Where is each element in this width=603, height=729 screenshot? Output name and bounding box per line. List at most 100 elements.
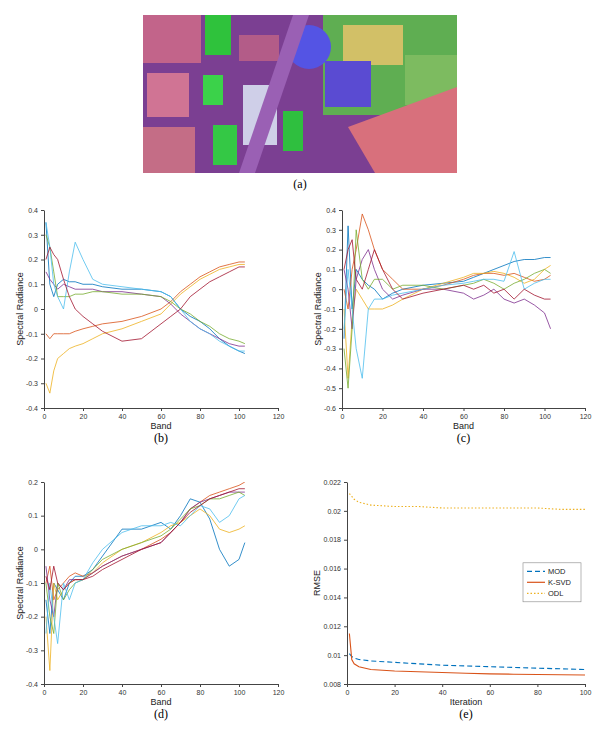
y-tick-mark (41, 210, 44, 211)
caption: (c) (457, 431, 470, 445)
x-tick-label: 100 (234, 689, 246, 696)
legend: MODK-SVDODL (523, 563, 581, 602)
figure: (a)020406080100120-0.4-0.3-0.2-0.100.10.… (0, 0, 603, 729)
y-tick-label: -0.3 (26, 380, 38, 387)
x-tick: 100 (539, 408, 551, 420)
x-tick-mark (83, 684, 84, 687)
image-region (343, 25, 403, 65)
x-tick: 0 (346, 684, 350, 696)
image-region (239, 35, 279, 61)
y-tick: -0.4 (26, 681, 44, 688)
y-tick-label: -0.5 (324, 385, 336, 392)
y-tick-mark (41, 309, 44, 310)
series-line (349, 494, 585, 510)
x-tick-mark (278, 408, 279, 411)
y-tick: 0.1 (326, 266, 342, 273)
x-tick-label: 120 (580, 413, 592, 420)
y-tick-label: -0.1 (26, 330, 38, 337)
x-tick: 100 (580, 684, 592, 696)
y-tick-label: -0.3 (324, 345, 336, 352)
y-tick-mark (41, 408, 44, 409)
x-tick-mark (504, 408, 505, 411)
x-tick-label: 80 (534, 689, 542, 696)
x-tick: 20 (391, 684, 399, 696)
x-tick-mark (200, 408, 201, 411)
chart-panel: 0204060801000.0080.010.0120.0140.0160.01… (312, 479, 591, 721)
y-tick-label: -0.1 (324, 306, 336, 313)
x-axis: 020406080100 (346, 684, 592, 696)
chart-panel: 020406080100120-0.4-0.3-0.2-0.100.10.2Ba… (15, 479, 285, 721)
y-tick-label: -0.4 (26, 405, 38, 412)
x-axis-title: Band (150, 421, 171, 431)
x-tick-label: 80 (197, 689, 205, 696)
y-tick-mark (339, 309, 342, 310)
y-axis-title: Spectral Radiance (15, 546, 25, 620)
x-tick-mark (83, 408, 84, 411)
x-tick-label: 80 (501, 413, 509, 420)
x-axis: 020406080100120 (43, 684, 285, 696)
x-axis: 020406080100120 (341, 408, 592, 420)
y-tick-mark (344, 597, 347, 598)
x-tick-mark (490, 684, 491, 687)
series-line (46, 262, 245, 339)
x-axis-line (348, 684, 586, 685)
y-tick-mark (339, 230, 342, 231)
y-tick-mark (41, 482, 44, 483)
legend-label: K-SVD (548, 578, 572, 587)
y-tick: 0.4 (326, 207, 342, 214)
x-tick-mark (585, 408, 586, 411)
x-tick: 20 (80, 684, 88, 696)
y-tick-label: 0 (34, 306, 38, 313)
x-tick-mark (161, 408, 162, 411)
series-line (344, 214, 551, 309)
legend-label: ODL (548, 589, 563, 598)
y-tick: 0.012 (323, 623, 347, 630)
y-tick-label: 0.014 (323, 594, 341, 601)
y-tick: -0.3 (324, 345, 342, 352)
y-tick: -0.6 (324, 405, 342, 412)
y-tick-label: -0.4 (26, 681, 38, 688)
series-line (46, 489, 245, 590)
x-tick: 40 (119, 408, 127, 420)
y-tick-mark (339, 250, 342, 251)
plot-area (46, 222, 245, 393)
y-tick-mark (344, 569, 347, 570)
caption: (b) (154, 431, 168, 445)
x-tick-label: 120 (273, 689, 285, 696)
plot-area (46, 482, 245, 671)
y-tick-mark (41, 516, 44, 517)
y-tick-label: -0.6 (324, 405, 336, 412)
x-tick-mark (545, 408, 546, 411)
x-tick-mark (122, 408, 123, 411)
y-axis-line (342, 211, 343, 409)
series-line (344, 265, 551, 378)
y-tick-mark (41, 684, 44, 685)
legend-box (523, 563, 581, 602)
x-tick: 60 (486, 684, 494, 696)
y-tick-mark (339, 269, 342, 270)
x-tick-mark (239, 408, 240, 411)
x-tick: 60 (158, 684, 166, 696)
chart-panel: 020406080100120-0.6-0.5-0.4-0.3-0.2-0.10… (313, 207, 592, 445)
y-tick: -0.4 (324, 365, 342, 372)
x-tick: 100 (234, 684, 246, 696)
plot-area (344, 214, 551, 388)
y-tick-label: -0.1 (26, 580, 38, 587)
y-tick-label: 0.01 (327, 652, 341, 659)
x-tick: 80 (501, 408, 509, 420)
x-tick-label: 0 (43, 413, 47, 420)
y-tick: -0.1 (324, 306, 342, 313)
y-tick: -0.2 (324, 326, 342, 333)
y-tick-mark (41, 383, 44, 384)
y-tick: -0.2 (26, 355, 44, 362)
y-tick-mark (344, 540, 347, 541)
plot-area (349, 494, 585, 676)
series-line (46, 492, 245, 633)
y-axis: -0.6-0.5-0.4-0.3-0.2-0.100.10.20.30.4 (324, 207, 343, 412)
x-tick-mark (537, 684, 538, 687)
series-line (46, 222, 245, 353)
x-tick: 80 (534, 684, 542, 696)
y-tick: 0.1 (28, 512, 44, 519)
x-tick: 0 (341, 408, 345, 420)
y-tick: -0.3 (26, 380, 44, 387)
